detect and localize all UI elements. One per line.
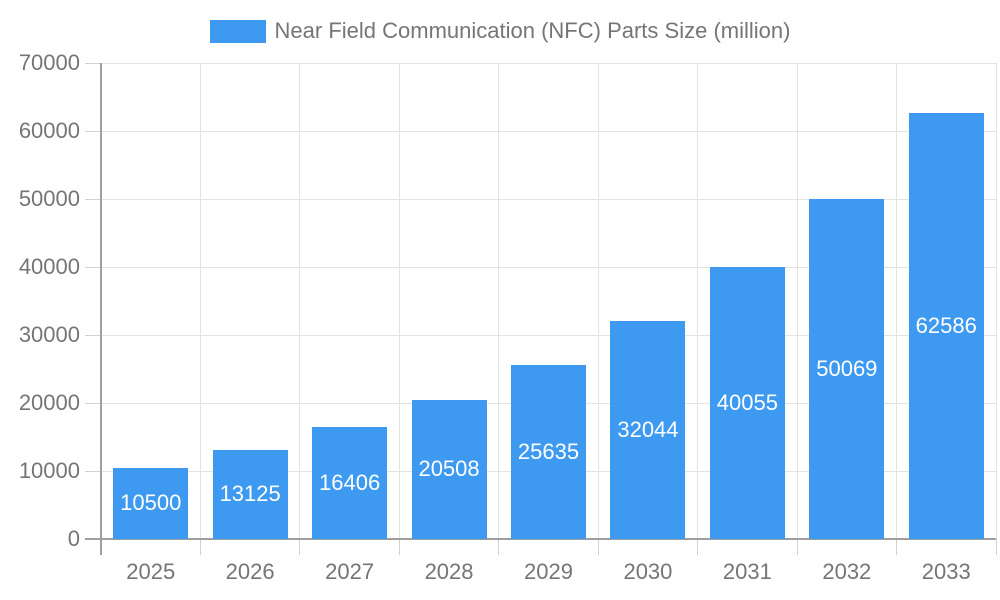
bar-value-label: 20508 [418,456,480,482]
x-axis-line [85,538,996,540]
y-tick-label: 60000 [18,118,80,143]
gridline-horizontal [101,130,996,132]
y-axis-tick [85,334,101,336]
y-axis-line [100,63,102,555]
bar-value-label: 50069 [816,355,878,381]
x-axis-tick [299,539,301,555]
bar-value-label: 32044 [617,417,679,443]
legend-label: Near Field Communication (NFC) Parts Siz… [274,18,791,43]
y-axis-tick [85,470,101,472]
y-tick-label: 30000 [18,322,80,347]
y-axis-tick [85,62,101,64]
gridline-vertical [896,63,898,539]
x-axis-tick [597,539,599,555]
gridline-vertical [199,63,201,539]
bar-value-label: 62586 [915,313,977,339]
gridline-horizontal [101,266,996,268]
bar [908,113,984,539]
y-tick-label: 20000 [18,390,80,415]
y-axis-tick [85,198,101,200]
bar [312,427,388,539]
gridline-horizontal [101,62,996,64]
gridline-vertical [995,63,997,539]
x-tick-label: 2033 [921,559,971,584]
bar [411,399,487,539]
y-axis-tick [85,266,101,268]
gridline-vertical [597,63,599,539]
bar-value-label: 16406 [319,470,381,496]
y-axis-tick [85,402,101,404]
y-tick-label: 70000 [18,50,80,75]
bar [212,449,288,539]
gridline-horizontal [101,334,996,336]
x-tick-label: 2025 [126,559,176,584]
y-tick-label: 0 [67,526,80,551]
bar [610,321,686,539]
x-tick-label: 2029 [524,559,573,584]
bar [709,266,785,539]
legend-swatch [209,19,266,43]
y-tick-label: 40000 [18,254,80,279]
gridline-horizontal [101,198,996,200]
y-axis-tick [85,130,101,132]
legend: Near Field Communication (NFC) Parts Siz… [0,18,1000,44]
bar [511,364,586,539]
bar-value-label: 10500 [120,490,182,516]
x-tick-label: 2027 [325,559,375,584]
x-axis-tick [995,539,997,555]
gridline-vertical [498,63,500,539]
gridline-vertical [796,63,798,539]
bar [113,467,189,539]
x-axis-tick [398,539,400,555]
y-tick-label: 10000 [18,458,80,483]
bar-value-label: 25635 [517,438,580,464]
x-tick-label: 2030 [623,559,673,584]
y-tick-label: 50000 [18,186,80,211]
x-axis-tick [498,539,500,555]
gridline-vertical [299,63,301,539]
bar-value-label: 40055 [716,389,778,415]
x-tick-label: 2026 [225,559,275,584]
x-axis-tick [796,539,798,555]
x-tick-label: 2032 [822,559,872,584]
gridline-vertical [697,63,699,539]
x-tick-label: 2031 [722,559,772,584]
x-tick-label: 2028 [424,559,474,584]
bar [809,198,885,539]
x-axis-tick [896,539,898,555]
x-axis-tick [199,539,201,555]
bar-value-label: 13125 [219,481,281,507]
gridline-vertical [398,63,400,539]
x-axis-tick [697,539,699,555]
